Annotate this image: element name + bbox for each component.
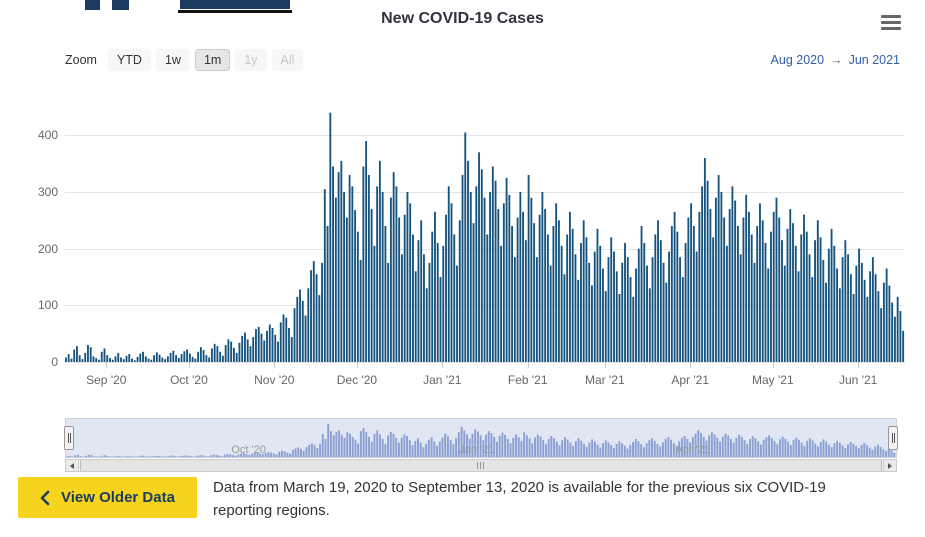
main-chart-plot[interactable]	[65, 90, 905, 363]
date-range-display: Aug 2020 → Jun 2021	[771, 53, 900, 67]
navigator-handle-left[interactable]	[64, 426, 74, 450]
triangle-left-icon	[70, 462, 74, 469]
navigator-axis-label: Apr '21	[675, 444, 710, 456]
x-axis-label: Feb '21	[507, 373, 548, 387]
view-older-data-button[interactable]: View Older Data	[18, 477, 197, 518]
x-axis-tick	[442, 362, 444, 368]
zoom-range-selector: Zoom YTD 1w 1m 1y All	[65, 49, 304, 71]
navigator-axis-label: Jan '21	[459, 444, 495, 456]
zoom-button-1y: 1y	[235, 49, 267, 71]
gridline	[65, 135, 905, 137]
scrollbar-left-arrow[interactable]	[66, 460, 79, 471]
zoom-button-1w[interactable]: 1w	[155, 49, 190, 71]
cropped-tab-artifact-1	[85, 0, 100, 10]
x-axis-tick	[604, 362, 606, 368]
zoom-label: Zoom	[65, 53, 97, 67]
scrollbar-right-arrow[interactable]	[883, 460, 896, 471]
daily-cases-bars	[65, 112, 905, 362]
x-axis-label: Apr '21	[671, 373, 709, 387]
range-arrow-icon: →	[830, 53, 843, 67]
gridline	[65, 192, 905, 193]
scrollbar-grip-icon	[477, 462, 485, 469]
gridline	[65, 362, 905, 363]
zoom-button-1m[interactable]: 1m	[194, 49, 231, 71]
chart-title: New COVID-19 Cases	[381, 10, 544, 27]
x-axis-label: Dec '20	[336, 373, 378, 387]
scrollbar-thumb[interactable]	[80, 460, 882, 471]
x-axis-label: Nov '20	[254, 373, 295, 387]
cropped-tab-underline	[178, 10, 292, 13]
navigator-mini-chart	[66, 424, 896, 457]
x-axis-label: Jun '21	[839, 373, 878, 387]
chart-menu-icon[interactable]	[881, 15, 901, 30]
x-axis-tick	[858, 362, 860, 368]
y-axis-label: 0	[51, 355, 58, 369]
x-axis-label: Mar '21	[584, 373, 625, 387]
cropped-tab-artifact-2	[112, 0, 129, 10]
x-axis-label: Sep '20	[86, 373, 127, 387]
range-to: Jun 2021	[848, 53, 900, 67]
navigator-axis-label: Oct '20	[231, 444, 266, 456]
x-axis-tick	[106, 362, 108, 368]
zoom-button-ytd[interactable]: YTD	[107, 49, 151, 71]
navigator-handle-right[interactable]	[888, 426, 898, 450]
range-from: Aug 2020	[770, 53, 825, 67]
x-axis-tick	[690, 362, 692, 368]
x-axis-tick	[527, 362, 529, 368]
chart-navigator[interactable]: Oct '20 Jan '21 Apr '21	[64, 418, 898, 458]
x-axis-label: Jan '21	[423, 373, 462, 387]
x-axis-label: May '21	[751, 373, 794, 387]
y-axis-label: 400	[37, 128, 58, 143]
zoom-buttons: YTD 1w 1m 1y All	[103, 49, 304, 71]
chart-scrollbar[interactable]	[65, 459, 897, 472]
y-axis-label: 200	[37, 241, 58, 256]
chevron-left-icon	[40, 490, 50, 505]
y-axis-label: 300	[37, 185, 58, 199]
view-older-data-label: View Older Data	[61, 489, 175, 506]
x-axis: Sep '20 Oct '20 Nov '20 Dec '20 Jan '21 Feb '…	[65, 362, 905, 388]
older-data-message: Data from March 19, 2020 to September 13…	[213, 479, 826, 520]
x-axis-tick	[772, 362, 774, 368]
y-axis-label: 100	[37, 298, 58, 313]
y-axis-labels: 0 100 200 300 400	[22, 90, 58, 369]
x-axis-tick	[188, 362, 190, 368]
triangle-right-icon	[888, 462, 892, 469]
zoom-button-all: All	[271, 49, 304, 71]
x-axis-label: Oct '20	[170, 373, 208, 387]
x-axis-tick	[356, 362, 358, 368]
navigator-selected-mask[interactable]	[66, 419, 896, 457]
cropped-tab-artifact-3	[180, 0, 290, 9]
x-axis-tick	[274, 362, 276, 368]
